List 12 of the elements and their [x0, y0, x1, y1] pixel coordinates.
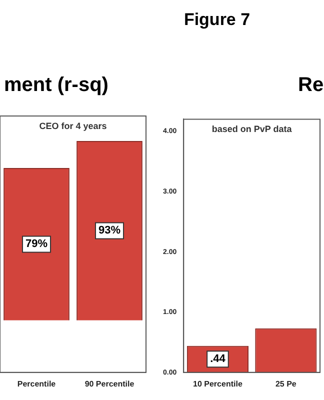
x-tick-label: Percentile: [17, 379, 56, 388]
chart-title: Re: [298, 74, 324, 97]
data-label: 93%: [98, 224, 121, 237]
x-tick-label: 10 Percentile: [193, 379, 243, 388]
x-tick-label: 25 Pe: [275, 379, 297, 388]
annotation: CEO for 4 years: [39, 120, 107, 131]
data-label: .44: [210, 353, 226, 366]
chart-title: ment (r-sq): [4, 74, 108, 97]
data-label: 79%: [25, 238, 48, 250]
x-tick-label: 90 Percentile: [84, 379, 135, 388]
annotation: based on PvP data: [212, 124, 293, 134]
text: Figure 7: [184, 10, 250, 30]
